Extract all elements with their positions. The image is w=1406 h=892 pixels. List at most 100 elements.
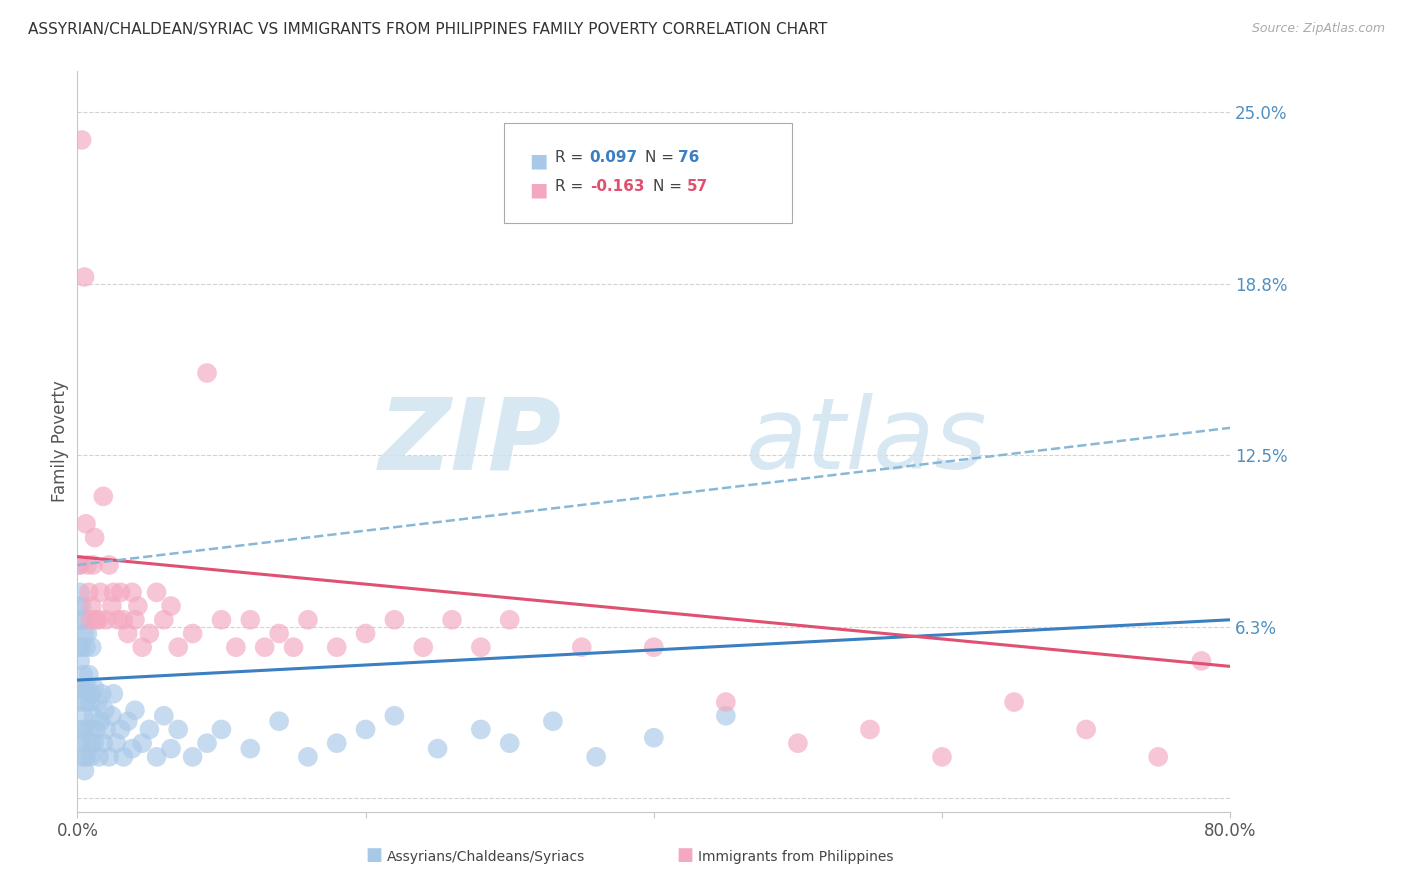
- Point: [1002, 695, 1025, 709]
- Point: [269, 714, 291, 729]
- Point: [714, 695, 737, 709]
- Text: N =: N =: [652, 179, 688, 194]
- Point: [87, 750, 110, 764]
- Point: [72, 708, 94, 723]
- Point: [121, 585, 143, 599]
- Point: [70, 640, 93, 655]
- Text: R =: R =: [554, 179, 588, 194]
- Point: [181, 626, 204, 640]
- Point: [121, 741, 143, 756]
- Point: [67, 558, 90, 572]
- Point: [253, 640, 276, 655]
- Point: [69, 585, 91, 599]
- Point: [787, 736, 810, 750]
- Point: [426, 741, 449, 756]
- Point: [1191, 654, 1213, 668]
- Point: [225, 640, 247, 655]
- Point: [138, 626, 160, 640]
- Y-axis label: Family Poverty: Family Poverty: [51, 381, 69, 502]
- Point: [80, 599, 103, 613]
- Point: [73, 764, 96, 778]
- Point: [211, 613, 233, 627]
- Point: [91, 489, 114, 503]
- Point: [326, 640, 349, 655]
- Point: [859, 723, 882, 737]
- Point: [354, 723, 377, 737]
- Point: [112, 750, 135, 764]
- Point: [80, 736, 103, 750]
- Text: ■: ■: [529, 181, 548, 200]
- Text: 57: 57: [686, 179, 709, 194]
- Point: [110, 723, 132, 737]
- Text: ■: ■: [676, 846, 693, 863]
- Point: [1147, 750, 1170, 764]
- Point: [67, 640, 90, 655]
- Point: [101, 708, 124, 723]
- Point: [96, 613, 118, 627]
- Point: [211, 723, 233, 737]
- Point: [127, 599, 149, 613]
- Point: [101, 599, 124, 613]
- Point: [1076, 723, 1098, 737]
- Point: [441, 613, 464, 627]
- Text: ASSYRIAN/CHALDEAN/SYRIAC VS IMMIGRANTS FROM PHILIPPINES FAMILY POVERTY CORRELATI: ASSYRIAN/CHALDEAN/SYRIAC VS IMMIGRANTS F…: [28, 22, 828, 37]
- Point: [76, 558, 98, 572]
- Point: [70, 133, 93, 147]
- Point: [153, 708, 176, 723]
- Point: [89, 714, 111, 729]
- Point: [585, 750, 607, 764]
- Point: [499, 613, 522, 627]
- Point: [98, 750, 121, 764]
- Point: [87, 613, 110, 627]
- Point: [83, 531, 105, 545]
- Point: [117, 626, 139, 640]
- Point: [160, 741, 183, 756]
- Point: [72, 613, 94, 627]
- Point: [145, 585, 167, 599]
- Point: [72, 750, 94, 764]
- Point: [80, 640, 103, 655]
- Point: [70, 681, 93, 696]
- Point: [79, 695, 101, 709]
- Point: [714, 708, 737, 723]
- Point: [72, 667, 94, 681]
- Point: [69, 558, 91, 572]
- Point: [145, 750, 167, 764]
- Point: [470, 640, 492, 655]
- Text: R =: R =: [554, 150, 588, 164]
- Point: [73, 681, 96, 696]
- Point: [269, 626, 291, 640]
- Text: -0.163: -0.163: [589, 179, 644, 194]
- Point: [160, 599, 183, 613]
- Point: [91, 736, 114, 750]
- Point: [73, 626, 96, 640]
- Point: [84, 723, 107, 737]
- Point: [84, 613, 107, 627]
- Point: [107, 613, 129, 627]
- Point: [67, 599, 90, 613]
- Point: [90, 687, 112, 701]
- Point: [98, 558, 121, 572]
- Point: [541, 714, 564, 729]
- Point: [412, 640, 434, 655]
- Text: atlas: atlas: [747, 393, 987, 490]
- Point: [239, 741, 262, 756]
- Text: Immigrants from Philippines: Immigrants from Philippines: [697, 849, 893, 863]
- Point: [67, 681, 90, 696]
- Point: [69, 695, 91, 709]
- Point: [382, 613, 406, 627]
- Point: [167, 640, 190, 655]
- Text: ZIP: ZIP: [378, 393, 561, 490]
- Point: [79, 613, 101, 627]
- Point: [75, 516, 97, 531]
- Point: [470, 723, 492, 737]
- Text: ■: ■: [366, 846, 382, 863]
- Point: [571, 640, 593, 655]
- Point: [79, 750, 101, 764]
- Point: [117, 714, 139, 729]
- Point: [76, 681, 98, 696]
- Point: [86, 695, 108, 709]
- Point: [499, 736, 522, 750]
- Text: 76: 76: [678, 150, 700, 164]
- Point: [73, 270, 96, 285]
